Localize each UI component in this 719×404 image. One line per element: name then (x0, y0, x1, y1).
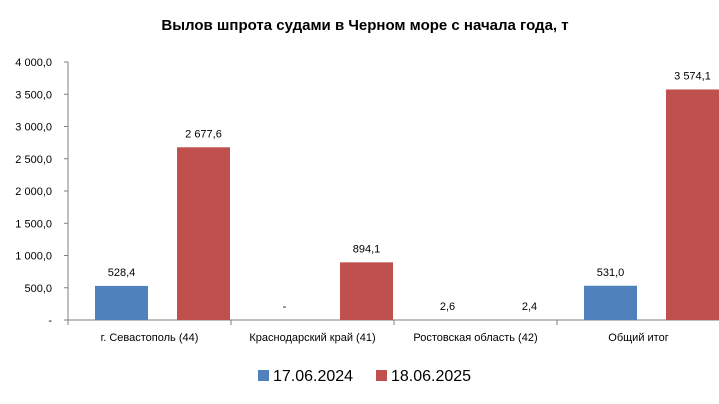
x-tick-label: Краснодарский край (41) (249, 332, 375, 344)
data-label: 894,1 (353, 243, 381, 255)
legend-swatch (376, 370, 387, 381)
legend-label: 18.06.2025 (391, 368, 471, 385)
legend: 17.06.2024 18.06.2025 (258, 368, 471, 385)
bar (666, 89, 719, 320)
bar (340, 262, 393, 320)
data-label: 2 677,6 (185, 128, 222, 140)
x-tick-label: Ростовская область (42) (413, 332, 537, 344)
y-tick-label: 3 000,0 (15, 122, 52, 134)
bars (95, 89, 719, 320)
data-label: - (283, 301, 287, 313)
y-tick-label: 3 500,0 (15, 89, 52, 101)
y-tick-label: 1 000,0 (15, 251, 52, 263)
data-label: 531,0 (597, 267, 625, 279)
x-tick-label: Общий итог (608, 332, 668, 344)
data-label: 2,4 (522, 301, 537, 313)
bar (95, 285, 148, 320)
y-tick-label: 500,0 (24, 283, 52, 295)
bar (584, 285, 637, 320)
data-label: 2,6 (440, 301, 455, 313)
data-labels: 528,4 - 2,6 531,0 2 677,6 894,1 2,4 3 574,1 (108, 70, 711, 313)
legend-label: 17.06.2024 (273, 368, 353, 385)
y-tick-label: 4 000,0 (15, 57, 52, 69)
data-label: 3 574,1 (674, 70, 711, 82)
chart-title: Вылов шпрота судами в Черном море с нача… (161, 17, 568, 34)
bar (177, 147, 230, 320)
axes: - 500,0 1 000,0 1 500,0 2 000,0 2 500,0 3 000,… (15, 57, 719, 344)
y-tick-label: - (48, 315, 52, 327)
legend-swatch (258, 370, 269, 381)
y-tick-label: 2 000,0 (15, 186, 52, 198)
y-tick-label: 1 500,0 (15, 218, 52, 230)
data-label: 528,4 (108, 267, 136, 279)
x-tick-label: г. Севастополь (44) (101, 332, 199, 344)
y-tick-label: 2 500,0 (15, 154, 52, 166)
